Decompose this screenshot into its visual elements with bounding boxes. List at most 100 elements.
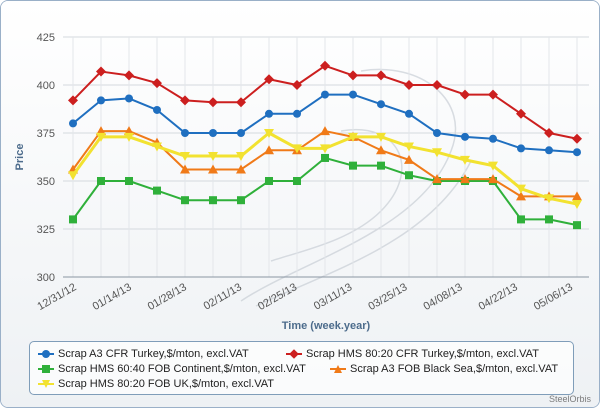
y-tick-label: 375 [37, 128, 55, 140]
legend-item-2[interactable]: Scrap HMS 80:20 CFR Turkey,$/mton, excl.… [286, 348, 539, 360]
data-point [376, 132, 386, 142]
data-point [265, 177, 273, 185]
legend-item-4[interactable]: Scrap A3 FOB Black Sea,$/mton, excl.VAT [330, 363, 558, 375]
data-point [208, 164, 218, 174]
data-point [237, 129, 245, 137]
legend-swatch [38, 379, 54, 389]
series-1 [69, 90, 581, 157]
series-5 [68, 129, 582, 210]
data-point [292, 144, 302, 154]
data-point [320, 144, 330, 154]
legend-label: Scrap A3 FOB Black Sea,$/mton, excl.VAT [350, 363, 559, 375]
legend-swatch-marker [289, 349, 299, 359]
legend: Scrap A3 CFR Turkey,$/mton, excl.VAT Scra… [29, 341, 574, 395]
data-point [460, 89, 470, 100]
data-point [432, 148, 442, 158]
legend-item-1[interactable]: Scrap A3 CFR Turkey,$/mton, excl.VAT [38, 348, 249, 360]
data-point [180, 164, 190, 174]
data-point [432, 80, 442, 90]
legend-swatch [330, 364, 346, 374]
series-2 [68, 60, 582, 144]
data-point [124, 126, 134, 136]
data-point [124, 132, 134, 142]
data-point [377, 100, 385, 109]
data-point [376, 70, 386, 81]
data-point [349, 90, 357, 99]
data-point [96, 66, 106, 77]
data-point [292, 80, 302, 90]
data-point [321, 153, 329, 162]
data-point [97, 177, 105, 185]
data-point [69, 215, 77, 224]
data-point [544, 194, 554, 204]
data-point [516, 184, 526, 194]
data-point [125, 94, 133, 103]
data-point [236, 97, 246, 108]
data-point [573, 148, 581, 157]
legend-swatch [38, 349, 54, 359]
data-point [404, 142, 414, 152]
y-tick-label: 325 [37, 224, 55, 236]
legend-label: Scrap HMS 80:20 CFR Turkey,$/mton, excl.… [306, 348, 539, 360]
data-point [69, 119, 77, 128]
data-point [348, 132, 358, 142]
data-point [236, 152, 246, 162]
legend-swatch [38, 364, 54, 374]
data-point [572, 200, 582, 210]
data-point [264, 145, 274, 155]
credit-text: SteelOrbis [548, 394, 591, 404]
y-tick-label: 425 [37, 32, 55, 44]
data-point [517, 215, 525, 224]
data-point [489, 134, 497, 143]
data-point [97, 96, 105, 105]
legend-swatch-marker [42, 350, 50, 358]
y-tick-label: 350 [37, 176, 55, 188]
data-point [320, 126, 330, 136]
data-point [321, 90, 329, 99]
legend-swatch-marker [42, 365, 50, 373]
data-point [237, 196, 245, 205]
data-point [209, 129, 217, 137]
data-point [405, 109, 413, 118]
data-point [488, 161, 498, 171]
data-point [265, 109, 273, 118]
data-point [460, 155, 470, 165]
data-point [432, 174, 442, 184]
legend-label: Scrap A3 CFR Turkey,$/mton, excl.VAT [58, 348, 249, 360]
data-point [293, 109, 301, 118]
data-point [96, 126, 106, 136]
data-point [180, 152, 190, 162]
y-axis-title: Price [14, 144, 26, 171]
data-point [572, 191, 582, 201]
data-point [180, 95, 190, 106]
data-point [488, 89, 498, 100]
data-point [545, 146, 553, 155]
data-point [348, 70, 358, 81]
data-point [153, 105, 161, 114]
data-point [376, 145, 386, 155]
data-point [208, 97, 218, 108]
data-point [125, 177, 133, 185]
data-point [153, 186, 161, 195]
data-point [404, 154, 414, 164]
data-point [152, 142, 162, 152]
data-point [545, 215, 553, 224]
data-point [68, 95, 78, 106]
x-axis-title: Time (week.year) [282, 320, 371, 332]
data-point [236, 164, 246, 174]
legend-item-5[interactable]: Scrap HMS 80:20 FOB UK,$/mton, excl.VAT [38, 378, 274, 390]
data-point [517, 144, 525, 153]
data-point [124, 70, 134, 81]
data-point [461, 132, 469, 141]
data-point [405, 171, 413, 180]
legend-label: Scrap HMS 80:20 FOB UK,$/mton, excl.VAT [58, 378, 274, 390]
legend-label: Scrap HMS 60:40 FOB Continent,$/mton, ex… [58, 363, 306, 375]
data-point [460, 174, 470, 184]
legend-item-3[interactable]: Scrap HMS 60:40 FOB Continent,$/mton, ex… [38, 363, 306, 375]
y-tick-label: 300 [37, 272, 55, 284]
data-point [264, 129, 274, 138]
data-point [516, 108, 526, 119]
y-tick-label: 400 [37, 80, 55, 92]
data-point [516, 191, 526, 201]
